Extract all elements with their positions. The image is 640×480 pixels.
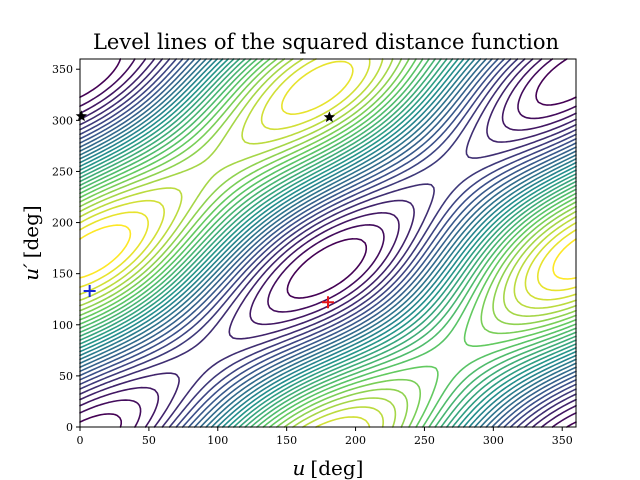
star-marker	[323, 111, 336, 123]
x-axis-label: u [deg]	[293, 456, 364, 480]
contour-level	[79, 58, 577, 428]
plus-marker	[322, 296, 334, 309]
contour-lines	[79, 58, 577, 428]
x-tick-label: 200	[345, 434, 366, 447]
contour-level	[79, 58, 577, 428]
x-axis-unit: [deg]	[310, 456, 363, 480]
plot-frame	[79, 58, 577, 428]
y-tick-label: 0	[66, 421, 73, 434]
contour-level	[79, 58, 577, 428]
contour-level	[79, 58, 577, 428]
contour-level	[79, 58, 577, 428]
x-tick-label: 0	[77, 434, 84, 447]
x-axis-variable: u	[293, 456, 306, 480]
x-tick-label: 350	[552, 434, 573, 447]
x-tick-label: 50	[142, 434, 156, 447]
contour-level	[79, 224, 577, 280]
contour-level	[79, 58, 577, 428]
x-tick-label: 100	[207, 434, 228, 447]
y-tick-label: 150	[52, 268, 73, 281]
contour-level	[79, 58, 577, 428]
x-tick-label: 250	[414, 434, 435, 447]
contour-level	[79, 58, 577, 428]
y-axis-variable: u′	[19, 263, 43, 281]
contour-level	[79, 58, 577, 428]
contour-level	[79, 58, 577, 428]
contour-level	[79, 58, 577, 428]
contour-level	[79, 58, 577, 428]
y-tick-label: 300	[52, 114, 73, 127]
contour-level	[79, 60, 577, 292]
axes: 0 50 100 150 200 250 300 350 0 50 100 150 200 250 300 3…	[52, 58, 577, 447]
contour-level	[79, 58, 577, 428]
contour-level	[79, 58, 577, 428]
contour-level	[79, 58, 577, 428]
y-tick-label: 350	[52, 63, 73, 76]
x-tick-label: 300	[483, 434, 504, 447]
plus-marker	[83, 285, 96, 298]
y-tick-label: 200	[52, 217, 73, 230]
chart-title: Level lines of the squared distance func…	[93, 30, 559, 54]
contour-level	[79, 58, 577, 428]
y-tick-label: 250	[52, 165, 73, 178]
y-tick-label: 100	[52, 319, 73, 332]
y-axis-unit: [deg]	[19, 205, 43, 258]
x-tick-label: 150	[276, 434, 297, 447]
contour-level	[79, 58, 577, 428]
y-axis-label: u′ [deg]	[19, 205, 43, 280]
critical-point-markers	[75, 110, 336, 309]
y-tick-label: 50	[59, 370, 73, 383]
star-marker	[75, 110, 88, 122]
contour-level	[79, 58, 577, 428]
